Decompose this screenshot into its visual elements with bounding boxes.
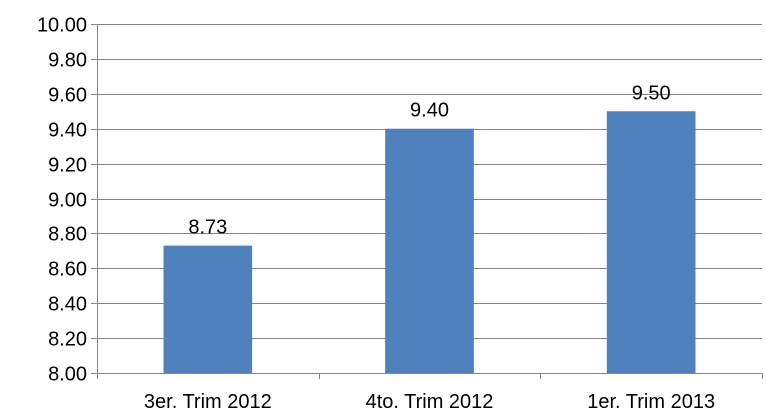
- x-category-label: 1er. Trim 2013: [587, 391, 715, 412]
- bar: [385, 128, 474, 373]
- y-tick-label: 8.80: [48, 224, 87, 246]
- y-tick-label: 9.40: [48, 120, 87, 142]
- bar-data-label: 8.73: [188, 217, 227, 239]
- y-tick-label: 9.00: [48, 190, 87, 212]
- data-labels: 8.73 9.40 9.50: [188, 82, 670, 238]
- bar: [163, 245, 253, 373]
- y-tick-label: 8.20: [48, 329, 87, 351]
- y-tick-label: 8.00: [48, 364, 87, 386]
- bar: [606, 111, 696, 373]
- y-tick-label: 9.20: [48, 155, 87, 177]
- bars: [163, 111, 696, 373]
- x-category-label: 3er. Trim 2012: [144, 391, 272, 412]
- x-axis-category-labels: 3er. Trim 2012 4to. Trim 2012 1er. Trim 20…: [144, 391, 715, 412]
- y-tick-label: 9.60: [48, 85, 87, 107]
- y-tick-label: 8.60: [48, 259, 87, 281]
- y-axis-tick-labels: 8.00 8.20 8.40 8.60 8.80 9.00 9.20 9.40 9.60 9.80…: [37, 15, 87, 386]
- y-tick-label: 9.80: [48, 50, 87, 72]
- x-category-label: 4to. Trim 2012: [366, 391, 494, 412]
- bar-data-label: 9.50: [632, 82, 671, 104]
- y-tick-label: 10.00: [37, 15, 87, 37]
- y-tick-label: 8.40: [48, 294, 87, 316]
- bar-data-label: 9.40: [410, 100, 449, 122]
- axes: [91, 24, 763, 379]
